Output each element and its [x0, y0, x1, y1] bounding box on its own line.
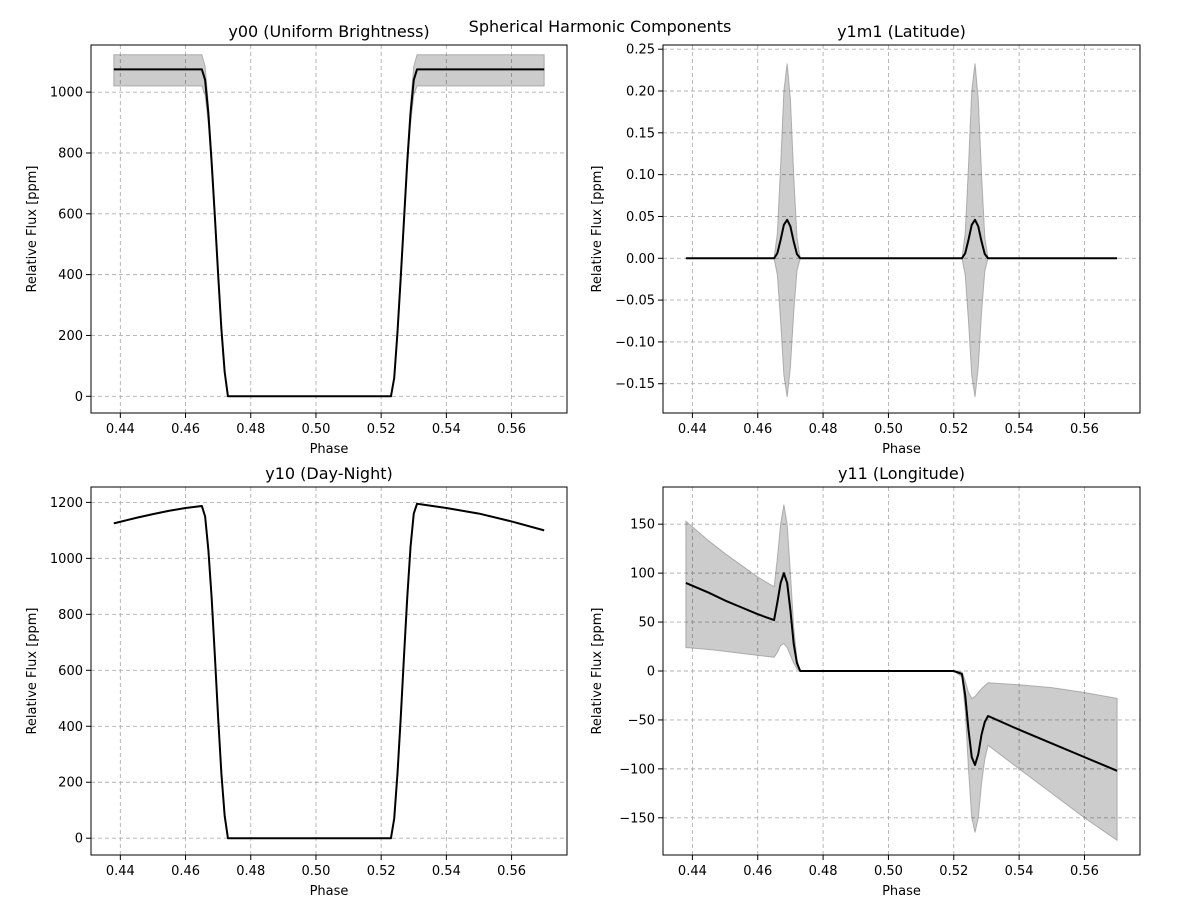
y-tick-label: 0.20	[626, 85, 655, 100]
panel-y10: 0.44 0.46 0.48 0.50 0.52 0.54 0.56 0 200 400 600 80…	[25, 464, 568, 899]
panel-title: y11 (Longitude)	[838, 464, 965, 483]
x-axis-label: Phase	[310, 442, 349, 457]
x-axis-label: Phase	[882, 884, 921, 899]
x-tick-label: 0.48	[236, 422, 265, 437]
y-tick-label: −0.15	[615, 377, 655, 392]
x-tick-label: 0.46	[743, 422, 772, 437]
x-tick-label: 0.50	[874, 864, 903, 879]
y11-flux-line	[685, 572, 1118, 772]
x-tick-label: 0.44	[678, 422, 707, 437]
panel-title: y10 (Day-Night)	[265, 464, 392, 483]
x-tick-label: 0.56	[497, 422, 526, 437]
y-tick-label: −100	[619, 762, 655, 777]
x-tick-label: 0.52	[367, 864, 396, 879]
x-axis-label: Phase	[310, 884, 349, 899]
x-tick-label: 0.48	[236, 864, 265, 879]
y-tick-label: 200	[58, 776, 83, 791]
x-tick-label: 0.54	[432, 864, 461, 879]
y-tick-label: 400	[58, 720, 83, 735]
x-tick-label: 0.50	[301, 422, 330, 437]
x-tick-label: 0.56	[1070, 864, 1099, 879]
y-tick-label: 1000	[50, 552, 83, 567]
x-tick-label: 0.44	[106, 864, 135, 879]
x-tick-label: 0.56	[1070, 422, 1099, 437]
y-tick-label: 0.05	[626, 210, 655, 225]
x-tick-label: 0.46	[171, 422, 200, 437]
plot-frame	[662, 44, 1141, 414]
y-axis-label: Relative Flux [ppm]	[590, 165, 605, 292]
x-tick-label: 0.54	[1005, 864, 1034, 879]
y1m1-uncertainty-band	[685, 63, 1118, 398]
y-tick-label: 0.00	[626, 252, 655, 267]
y-tick-label: −0.10	[615, 335, 655, 350]
y-tick-label: 800	[58, 146, 83, 161]
x-tick-label: 0.48	[809, 422, 838, 437]
x-tick-label: 0.48	[809, 864, 838, 879]
y-tick-label: 0.15	[626, 126, 655, 141]
y-tick-label: 0.10	[626, 168, 655, 183]
x-tick-label: 0.54	[432, 422, 461, 437]
x-tick-label: 0.44	[678, 864, 707, 879]
x-tick-label: 0.50	[874, 422, 903, 437]
y11-uncertainty-band	[685, 504, 1118, 842]
y-tick-label: 200	[58, 329, 83, 344]
x-tick-label: 0.52	[939, 864, 968, 879]
panel-title: y00 (Uniform Brightness)	[228, 22, 429, 41]
x-axis-label: Phase	[882, 442, 921, 457]
y10-flux-line	[113, 502, 545, 840]
plot-frame	[90, 486, 568, 856]
y-tick-label: 1000	[50, 86, 83, 101]
y1m1-flux-line	[685, 218, 1118, 260]
x-tick-label: 0.46	[743, 864, 772, 879]
y-tick-label: 150	[630, 518, 655, 533]
panel-y00: 0.44 0.46 0.48 0.50 0.52 0.54 0.56 0 200 400 600 80…	[25, 22, 568, 457]
y00-uncertainty-band	[113, 54, 545, 397]
y-tick-label: 600	[58, 664, 83, 679]
y00-flux-line	[113, 68, 545, 398]
y-tick-label: −150	[619, 811, 655, 826]
y-tick-label: 400	[58, 268, 83, 283]
y-axis-label: Relative Flux [ppm]	[25, 607, 40, 734]
y-axis-label: Relative Flux [ppm]	[590, 607, 605, 734]
y-axis-label: Relative Flux [ppm]	[25, 165, 40, 292]
y-tick-label: 0	[75, 390, 83, 405]
panel-y11: 0.44 0.46 0.48 0.50 0.52 0.54 0.56 −150 −100 −50 0…	[590, 464, 1141, 899]
y-tick-label: 0	[75, 832, 83, 847]
plot-frame	[90, 44, 568, 414]
y-tick-label: −0.05	[615, 294, 655, 309]
y-tick-label: 1200	[50, 496, 83, 511]
x-tick-label: 0.52	[367, 422, 396, 437]
y-tick-label: 0.25	[626, 43, 655, 58]
panel-y1m1: 0.44 0.46 0.48 0.50 0.52 0.54 0.56 −0.15 −0.10 −0…	[590, 22, 1141, 457]
y-tick-label: 0	[647, 665, 655, 680]
figure-suptitle: Spherical Harmonic Components	[469, 17, 732, 36]
panel-title: y1m1 (Latitude)	[837, 22, 966, 41]
y-tick-label: 50	[638, 616, 655, 631]
x-tick-label: 0.46	[171, 864, 200, 879]
y-tick-label: 600	[58, 207, 83, 222]
y-tick-label: −50	[628, 713, 655, 728]
y-tick-label: 800	[58, 608, 83, 623]
x-tick-label: 0.54	[1005, 422, 1034, 437]
x-tick-label: 0.56	[497, 864, 526, 879]
x-tick-label: 0.50	[301, 864, 330, 879]
x-tick-label: 0.52	[939, 422, 968, 437]
x-tick-label: 0.44	[106, 422, 135, 437]
y-tick-label: 100	[630, 567, 655, 582]
